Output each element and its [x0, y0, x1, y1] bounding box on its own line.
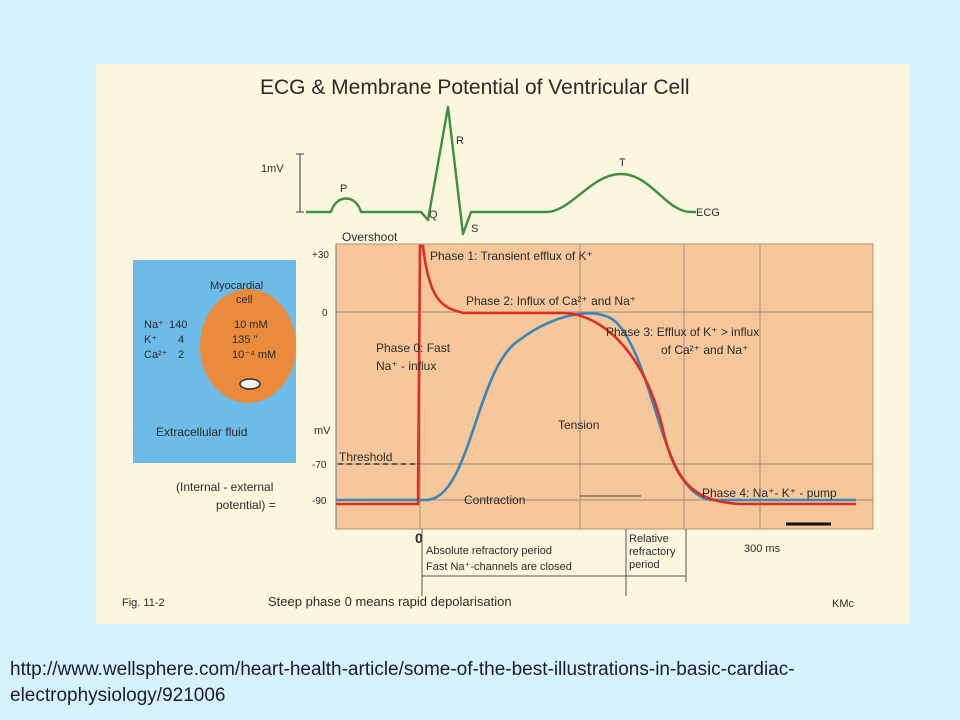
relative-refractory-label-line2: refractory — [629, 546, 676, 558]
phase0-label-line2: Na⁺ - influx — [376, 359, 436, 373]
figure-credit: KMc — [832, 598, 855, 610]
ion-na-name: Na⁺ — [144, 319, 164, 331]
phase0-label-line1: Phase 0: Fast — [376, 341, 451, 355]
ecg-p-label: P — [340, 183, 347, 195]
overshoot-label: Overshoot — [342, 230, 398, 244]
phase4-label: Phase 4: Na⁺- K⁺ - pump — [702, 486, 837, 500]
ion-ca-name: Ca²⁺ — [144, 349, 168, 361]
ion-ca-outside: 2 — [178, 349, 184, 361]
y-tick-0: 0 — [322, 308, 328, 319]
phase3-label-line2: of Ca²⁺ and Na⁺ — [661, 343, 748, 357]
fig-label: Fig. 11-2 — [122, 597, 165, 609]
ion-k-inside: 135 " — [232, 334, 257, 346]
ecg-r-label: R — [456, 135, 464, 147]
source-url: http://www.wellsphere.com/heart-health-a… — [10, 659, 795, 706]
myocardial-cell — [200, 289, 296, 403]
relative-refractory-label-line3: period — [629, 559, 660, 571]
ecg-scale-label: 1mV — [261, 163, 284, 175]
tension-label: Tension — [558, 418, 599, 432]
relative-refractory-label-line1: Relative — [629, 533, 669, 545]
cell-title-line2: cell — [236, 294, 253, 306]
refractory-periods: Absolute refractory period Fast Na⁺-chan… — [421, 529, 687, 596]
ion-k-outside: 4 — [178, 334, 184, 346]
ecg-series-label: ECG — [696, 207, 720, 219]
phase1-label: Phase 1: Transient efflux of K⁺ — [430, 249, 593, 263]
contraction-label: Contraction — [464, 493, 525, 507]
ecg-line — [306, 105, 696, 236]
ion-ca-inside: 10⁻⁴ mM — [232, 349, 276, 361]
threshold-label: Threshold — [339, 450, 392, 464]
absolute-refractory-label-line1: Absolute refractory period — [426, 545, 552, 557]
absolute-refractory-label-line2: Fast Na⁺-channels are closed — [426, 561, 572, 573]
figure-caption: Steep phase 0 means rapid depolarisation — [268, 594, 512, 609]
time-scale-label: 300 ms — [744, 543, 781, 555]
phase2-label: Phase 2: Influx of Ca²⁺ and Na⁺ — [466, 294, 636, 308]
membrane-potential-curve — [336, 244, 856, 506]
membrane-potential-plot: +30 0 mV -70 -90 Threshold Overshoot Pha… — [312, 230, 874, 555]
figure-title: ECG & Membrane Potential of Ventricular … — [260, 76, 690, 99]
ion-na-inside: 10 mM — [234, 319, 268, 331]
cell-pump-icon — [239, 378, 261, 390]
potential-note-line2: potential) = — [216, 498, 276, 512]
ecg-q-label: Q — [429, 209, 438, 221]
ion-na-outside: 140 — [169, 319, 187, 331]
ecg-membrane-potential-figure: ECG & Membrane Potential of Ventricular … — [96, 64, 910, 624]
ecg-trace-group: 1mV P Q R S T ECG — [261, 105, 720, 236]
potential-note-line1: (Internal - external — [176, 480, 273, 494]
extracellular-fluid-label: Extracellular fluid — [156, 425, 247, 439]
y-tick-minus70: -70 — [312, 460, 327, 471]
y-tick-minus90: -90 — [312, 496, 327, 507]
myocardial-cell-panel: Myocardial cell Na⁺ 140 10 mM K⁺ 4 135 "… — [133, 260, 296, 463]
ecg-t-label: T — [619, 157, 626, 169]
ion-k-name: K⁺ — [144, 334, 157, 346]
plot-background — [335, 243, 874, 530]
phase3-label-line1: Phase 3: Efflux of K⁺ > influx — [606, 325, 759, 339]
x-origin-label: 0 — [415, 530, 423, 546]
cell-title-line1: Myocardial — [210, 280, 263, 292]
plot-grid — [336, 244, 873, 529]
ecg-s-label: S — [471, 223, 478, 235]
y-unit-label: mV — [314, 425, 331, 437]
y-tick-plus30: +30 — [312, 250, 329, 261]
